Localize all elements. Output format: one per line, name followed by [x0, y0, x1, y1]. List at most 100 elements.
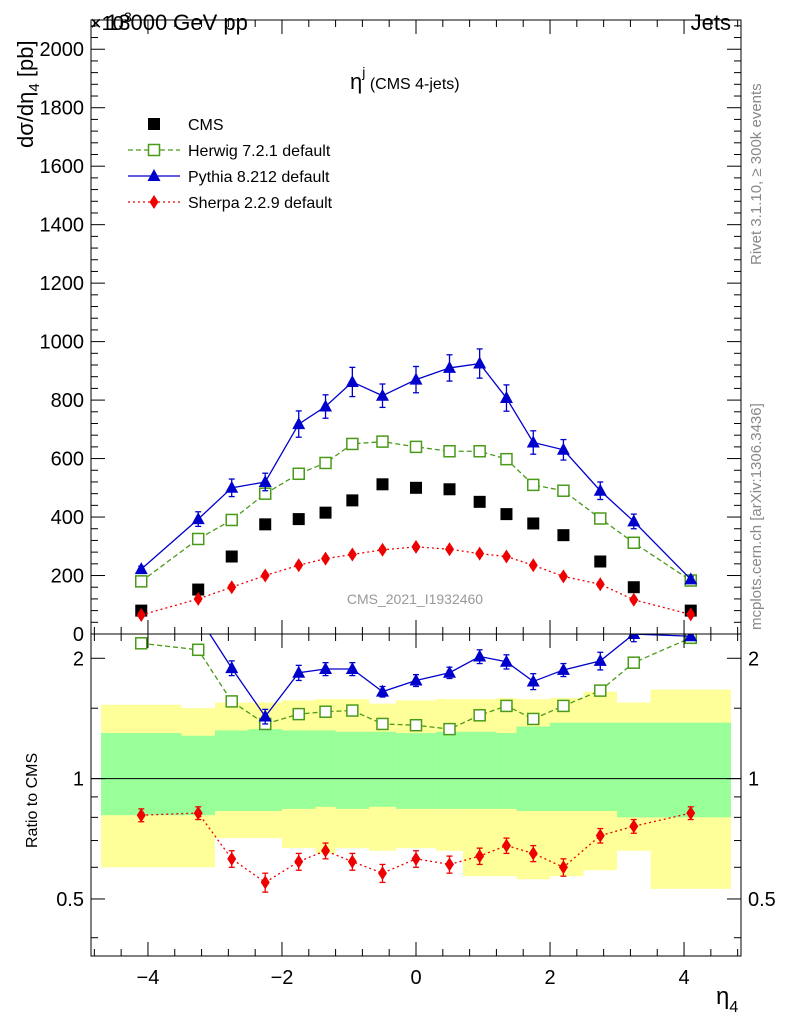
main-herwig-point	[557, 484, 570, 497]
main-ylabel: dσ/dη4 [pb]	[13, 40, 43, 148]
main-herwig-point	[627, 536, 641, 550]
main-pythia-point	[593, 483, 607, 496]
main-ytick-label: 800	[51, 390, 84, 412]
analysis-watermark: CMS_2021_I1932460	[347, 591, 483, 607]
ratio-herwig-point	[627, 656, 641, 669]
main-sherpa-point	[347, 547, 357, 562]
main-ytick-label: 1600	[40, 156, 85, 178]
ratio-herwig-point	[594, 684, 607, 697]
main-herwig-series	[135, 435, 697, 588]
ratio-herwig-point	[557, 699, 570, 713]
band-inner	[617, 722, 651, 818]
legend-marker-cms	[148, 118, 160, 130]
main-pythia-point	[473, 356, 487, 369]
ratio-herwig-point	[135, 637, 148, 650]
ratio-sherpa-point	[377, 866, 387, 881]
ratio-sherpa-point	[411, 851, 421, 866]
ratio-pythia-point	[292, 665, 306, 678]
ratio-sherpa-point	[347, 854, 357, 869]
main-ytick-label: 400	[51, 507, 84, 529]
ratio-sherpa-point	[558, 860, 568, 875]
ratio-sherpa-point	[595, 828, 605, 843]
legend-label-sherpa: Sherpa 2.2.9 default	[188, 195, 333, 212]
ratio-herwig-point	[292, 707, 305, 721]
ratio-sherpa-point	[686, 806, 696, 821]
main-pythia-point	[409, 372, 423, 385]
ratio-pythia-point	[375, 684, 389, 697]
main-ytick-label: 1200	[40, 273, 85, 295]
xtick-label: 4	[678, 967, 689, 989]
main-ytick-label: 1400	[40, 215, 85, 237]
ratio-herwig-point	[500, 699, 513, 713]
exponent-label: ×103	[90, 9, 132, 35]
xtick-label: 2	[544, 967, 555, 989]
ratio-sherpa-point	[136, 808, 146, 823]
main-cms-point	[376, 478, 389, 491]
ratio-pythia-point	[319, 662, 333, 675]
main-cms-point	[557, 529, 570, 542]
main-herwig-point	[409, 440, 423, 454]
legend-label-cms: CMS	[188, 117, 224, 134]
ratio-ytick-label-left: 0.5	[56, 889, 84, 911]
xlabel: η4	[716, 983, 738, 1016]
ratio-herwig-series	[135, 634, 697, 736]
ratio-pythia-point	[499, 654, 513, 667]
main-sherpa-point	[445, 542, 455, 557]
main-ytick-label: 600	[51, 449, 84, 471]
main-pythia-point	[258, 474, 272, 487]
ratio-pythia-point	[345, 662, 359, 675]
main-sherpa-point	[321, 551, 331, 566]
ratio-herwig-point	[409, 718, 423, 732]
main-sherpa-series	[136, 539, 696, 622]
ratio-pythia-point	[684, 634, 698, 642]
main-herwig-point	[191, 532, 205, 546]
main-cms-point	[319, 506, 332, 519]
main-pythia-point	[292, 417, 306, 430]
main-pythia-series	[134, 348, 698, 585]
main-sherpa-point	[377, 542, 387, 557]
main-herwig-point	[473, 445, 486, 458]
legend-item-herwig: Herwig 7.2.1 default	[128, 143, 331, 160]
ratio-herwig-point	[376, 717, 389, 731]
band-inner	[650, 722, 731, 818]
main-sherpa-point	[686, 607, 696, 622]
main-herwig-point	[292, 467, 305, 481]
main-cms-point	[594, 555, 607, 568]
main-herwig-line	[140, 440, 692, 582]
main-sherpa-point	[558, 569, 568, 584]
band-inner	[550, 722, 584, 811]
main-pythia-point	[627, 514, 641, 527]
ratio-ylabel: Ratio to CMS	[24, 753, 41, 848]
main-herwig-point	[135, 575, 148, 588]
main-pythia-point	[319, 399, 333, 412]
ratio-pythia-point	[443, 665, 457, 678]
main-ytick-label: 2000	[40, 39, 85, 61]
ratio-ytick-label-right: 1	[748, 769, 759, 791]
legend-marker-herwig	[147, 143, 161, 157]
band-inner	[181, 735, 215, 816]
main-pythia-point	[556, 442, 570, 455]
main-cms-point	[627, 581, 640, 594]
main-pythia-point	[684, 572, 698, 585]
xtick-label: −2	[271, 967, 294, 989]
main-pythia-point	[225, 480, 239, 493]
ratio-herwig-point	[319, 705, 332, 718]
ratio-herwig-point	[225, 695, 238, 708]
band-inner	[248, 729, 282, 811]
ratio-ytick-label-left: 2	[73, 648, 84, 670]
band-inner	[369, 731, 396, 807]
ratio-sherpa-point	[528, 846, 538, 861]
ratio-herwig-point	[346, 704, 359, 717]
main-cms-point	[410, 481, 422, 494]
band-inner	[315, 730, 336, 807]
main-pythia-point	[375, 388, 389, 401]
main-sherpa-point	[595, 577, 605, 592]
legend-label-pythia: Pythia 8.212 default	[188, 169, 330, 186]
main-herwig-point	[346, 437, 359, 451]
main-sherpa-point	[501, 549, 511, 564]
main-cms-point	[259, 518, 272, 531]
ratio-sherpa-point	[321, 843, 331, 858]
main-cms-series	[135, 478, 697, 617]
legend-item-sherpa: Sherpa 2.2.9 default	[128, 195, 333, 212]
ratio-pythia-point	[192, 609, 205, 621]
